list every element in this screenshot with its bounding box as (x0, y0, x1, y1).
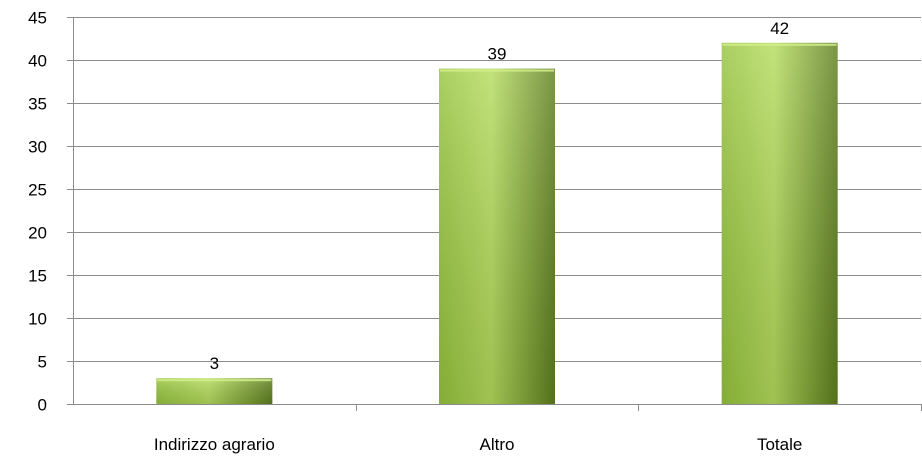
bars (156, 42, 838, 405)
y-tick-label: 0 (38, 396, 47, 415)
data-label: 39 (488, 45, 507, 64)
y-tick-label: 30 (28, 138, 47, 157)
y-tick-label: 45 (28, 9, 47, 28)
y-tick-label: 5 (38, 353, 47, 372)
y-tick-label: 35 (28, 95, 47, 114)
data-label: 3 (210, 354, 219, 373)
x-tick-label: Altro (480, 435, 515, 454)
bar-highlight (722, 43, 837, 46)
y-tick-label: 10 (28, 310, 47, 329)
y-tick-label: 20 (28, 224, 47, 243)
labels: 0 5 10 15 20 25 30 35 40 45 3 Indirizzo agrario 39 Al… (28, 9, 802, 455)
x-tick-label: Totale (757, 435, 802, 454)
y-tick-label: 15 (28, 267, 47, 286)
x-tick-label: Indirizzo agrario (154, 435, 275, 454)
bar-shade (156, 378, 273, 404)
y-tick-label: 25 (28, 181, 47, 200)
bar-shade (721, 42, 838, 405)
bar-highlight (440, 69, 554, 72)
axes (67, 17, 922, 411)
y-tick-label: 40 (28, 52, 47, 71)
bar-shade (439, 68, 555, 404)
data-label: 42 (770, 19, 789, 38)
bar-highlight (157, 379, 272, 382)
